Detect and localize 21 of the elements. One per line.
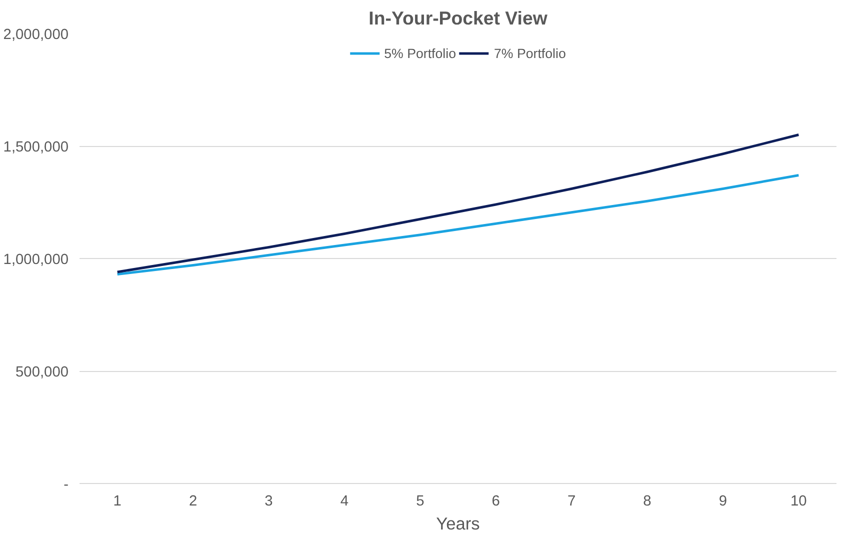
legend-label: 5% Portfolio — [384, 46, 456, 60]
x-tick-label: 1 — [113, 494, 122, 510]
x-tick-label: 6 — [492, 494, 500, 510]
x-axis-title: Years — [436, 514, 480, 534]
line-series — [116, 134, 800, 274]
chart-title: In-Your-Pocket View — [368, 8, 548, 28]
x-tick-label: 10 — [790, 494, 807, 510]
y-tick-label: 500,000 — [16, 364, 69, 380]
x-tick-label: 4 — [340, 494, 349, 510]
y-tick-label: - — [64, 477, 69, 493]
y-tick-label: 1,000,000 — [3, 252, 68, 268]
x-tick-label: 9 — [718, 494, 728, 510]
x-tick-label: 3 — [264, 494, 273, 510]
x-tick-label: 5 — [416, 494, 424, 510]
x-tick-label: 2 — [188, 494, 198, 510]
legend-label: 7% Portfolio — [494, 46, 566, 60]
x-tick-label: 8 — [643, 494, 652, 510]
y-tick-label: 2,000,000 — [3, 27, 68, 43]
line-series — [116, 174, 800, 276]
x-tick-label: 7 — [567, 494, 576, 510]
y-tick-label: 1,500,000 — [3, 140, 68, 156]
